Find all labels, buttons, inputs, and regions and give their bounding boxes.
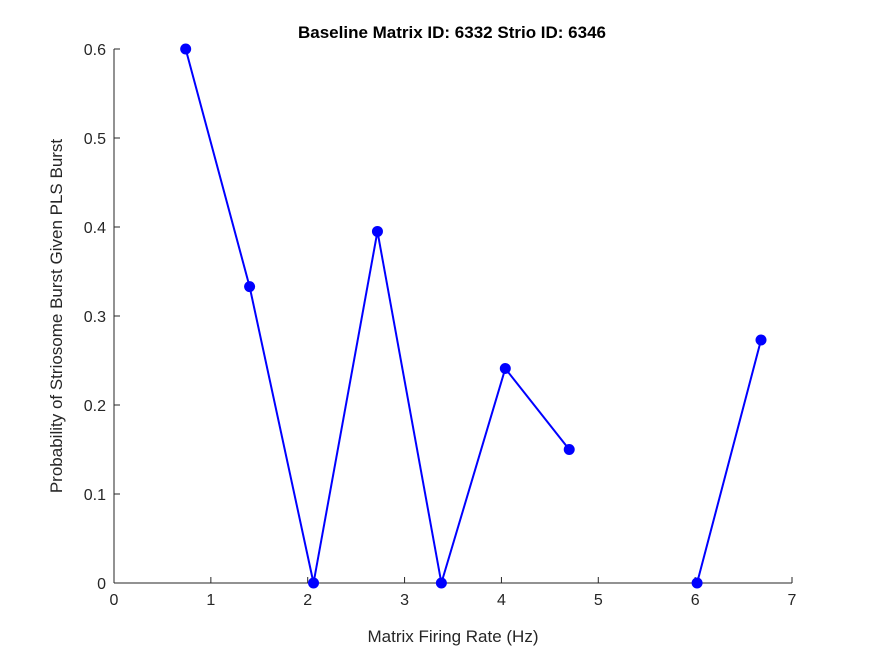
y-axis-label: Probability of Striosome Burst Given PLS… [47,139,66,494]
chart-title: Baseline Matrix ID: 6332 Strio ID: 6346 [298,23,606,42]
y-axis: 0 0.1 0.2 0.3 0.4 0.5 0.6 Probability of Strio… [47,42,120,593]
x-tick-label: 0 [110,592,119,609]
y-tick-label: 0.6 [84,42,106,59]
data-point [180,43,192,55]
y-tick-label: 0.5 [84,131,106,148]
series-line-segment [312,231,379,584]
series-line-segment [376,231,443,584]
x-tick-label: 5 [594,592,603,609]
series-line-segment [248,286,315,584]
x-axis: 0 1 2 3 4 5 6 7 Matrix Firing Rate (Hz) [110,577,797,646]
y-ticks: 0 0.1 0.2 0.3 0.4 0.5 0.6 [84,42,120,593]
data-point [691,577,703,589]
y-tick-label: 0.3 [84,309,106,326]
series-line-segment [184,48,251,287]
series-line-segment [440,368,507,584]
plot-area [180,43,767,589]
data-point [308,577,320,589]
x-tick-label: 2 [303,592,312,609]
y-tick-label: 0 [97,576,106,593]
series-line-segment [504,367,571,451]
data-point [244,281,256,293]
x-ticks: 0 1 2 3 4 5 6 7 [110,577,797,609]
data-point [755,334,767,346]
series-line-segment [696,339,762,584]
data-point [435,577,447,589]
x-tick-label: 6 [691,592,700,609]
x-tick-label: 7 [788,592,797,609]
x-tick-label: 3 [400,592,409,609]
y-tick-label: 0.4 [84,220,106,237]
data-point [371,225,383,237]
y-tick-label: 0.1 [84,487,106,504]
x-tick-label: 4 [497,592,506,609]
y-tick-label: 0.2 [84,398,106,415]
data-point [499,363,511,375]
x-tick-label: 1 [206,592,215,609]
x-axis-label: Matrix Firing Rate (Hz) [368,627,539,646]
data-point [563,444,575,455]
